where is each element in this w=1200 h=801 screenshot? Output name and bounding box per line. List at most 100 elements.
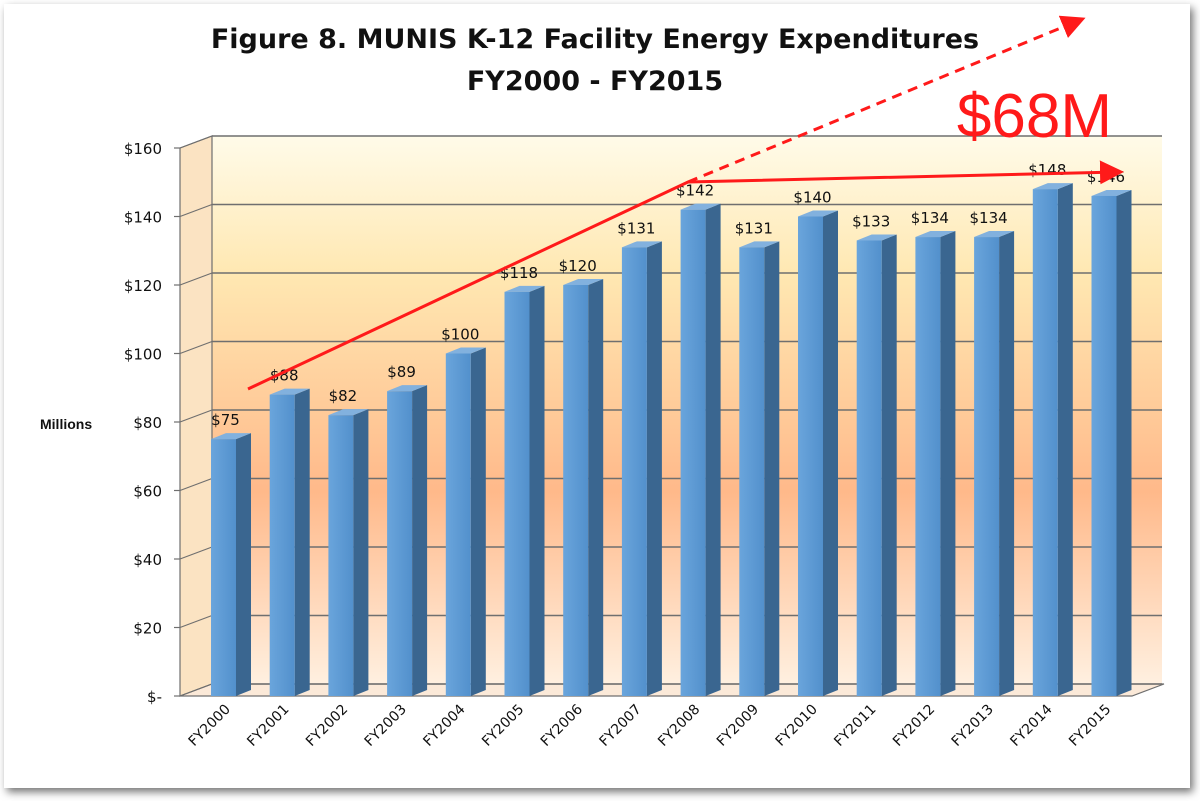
data-label: $89 — [387, 363, 416, 381]
bar-top — [269, 388, 310, 395]
bar-front — [915, 237, 941, 697]
bar-side — [236, 433, 251, 696]
bar-side — [999, 231, 1015, 697]
bar-front — [1091, 195, 1117, 696]
bar — [211, 433, 251, 696]
bar-top — [445, 347, 486, 354]
bar — [680, 203, 721, 696]
x-tick-label: FY2007 — [596, 702, 644, 750]
data-label: $133 — [852, 212, 890, 230]
x-tick-label: FY2002 — [303, 702, 351, 750]
bar-top — [915, 231, 956, 238]
bar-side — [294, 388, 310, 696]
trend-line-projected — [687, 15, 1086, 184]
x-tick-label: FY2015 — [1066, 702, 1114, 750]
data-label: $146 — [1087, 168, 1125, 186]
data-label: $142 — [676, 182, 714, 200]
data-label: $131 — [735, 219, 773, 237]
bar-side — [529, 285, 545, 696]
bar-top — [563, 279, 604, 285]
bar-front — [269, 394, 295, 696]
y-tick-label: $100 — [124, 346, 162, 364]
bar-top — [856, 234, 897, 241]
savings-annotation: $68M — [957, 82, 1112, 151]
data-label: $118 — [500, 264, 538, 282]
x-tick-label: FY2012 — [890, 702, 938, 750]
gridline-diagonal — [179, 683, 213, 697]
y-axis-label: Millions — [40, 416, 92, 432]
y-tick-label: $20 — [133, 620, 162, 638]
bar-side — [1116, 189, 1132, 696]
bar-side — [705, 203, 721, 696]
y-tick-label: $40 — [133, 551, 162, 569]
bar-front — [563, 285, 589, 696]
y-tick-label: $140 — [124, 209, 162, 227]
bar-top — [1032, 183, 1073, 190]
bar — [798, 210, 838, 696]
data-label: $140 — [793, 189, 831, 207]
bar-front — [445, 353, 471, 696]
bar-side — [588, 279, 604, 696]
gridline-diagonal — [179, 340, 213, 355]
bar-front — [387, 391, 413, 696]
x-tick-label: FY2003 — [362, 702, 410, 750]
plot-floor — [179, 683, 1165, 697]
bar — [563, 279, 604, 696]
x-tick-label: FY2005 — [479, 702, 527, 750]
bar-front — [328, 415, 354, 696]
x-tick-label: FY2000 — [186, 702, 234, 750]
bar-top — [387, 385, 428, 392]
bar-top — [739, 241, 780, 248]
y-tick-label: $60 — [133, 483, 162, 501]
bar-side — [764, 241, 780, 696]
bar-front — [798, 216, 823, 696]
bar-top — [211, 433, 251, 440]
data-label: $131 — [617, 219, 655, 237]
gridline-diagonal — [179, 614, 213, 629]
bar-front — [974, 237, 1000, 697]
bar — [387, 385, 428, 696]
bar — [445, 347, 486, 696]
y-tick-label: $- — [147, 688, 162, 706]
chart-title: Figure 8. MUNIS K-12 Facility Energy Exp… — [210, 24, 980, 55]
bar-front — [856, 240, 882, 696]
gridline-diagonal — [179, 203, 213, 218]
x-tick-label: FY2009 — [714, 702, 762, 750]
bar-top — [680, 203, 721, 210]
gridline-diagonal — [179, 477, 213, 492]
data-label: $134 — [911, 209, 949, 227]
bar-top — [1091, 189, 1132, 196]
bar — [269, 388, 310, 696]
bar — [974, 231, 1015, 697]
x-tick-label: FY2014 — [1007, 701, 1055, 749]
x-tick-label: FY2004 — [420, 701, 468, 749]
bar-top — [504, 285, 545, 292]
y-tick-label: $80 — [133, 414, 162, 432]
bar — [915, 231, 956, 697]
bar-side — [1057, 183, 1073, 697]
bar-front — [621, 247, 647, 696]
bar — [1091, 189, 1132, 696]
gridline-diagonal — [179, 135, 213, 149]
y-tick-label: $120 — [124, 277, 162, 295]
bar-side — [940, 231, 956, 697]
bar — [504, 285, 545, 696]
data-label: $88 — [270, 367, 299, 385]
data-label: $82 — [329, 387, 358, 405]
x-tick-label: FY2008 — [655, 702, 703, 750]
bar-front — [211, 439, 236, 696]
bar — [856, 234, 897, 696]
bar-side — [412, 385, 428, 696]
bar-front — [739, 247, 765, 696]
bar — [1032, 183, 1073, 697]
gridline-diagonal — [179, 272, 213, 286]
data-label: $75 — [211, 411, 240, 429]
data-label: $134 — [970, 209, 1008, 227]
bar-side — [646, 241, 662, 696]
bar-top — [328, 409, 369, 416]
bar-side — [823, 210, 838, 696]
data-label: $120 — [559, 257, 597, 275]
bar-front — [680, 209, 706, 696]
x-tick-label: FY2006 — [538, 701, 586, 749]
x-tick-label: FY2013 — [949, 702, 997, 750]
